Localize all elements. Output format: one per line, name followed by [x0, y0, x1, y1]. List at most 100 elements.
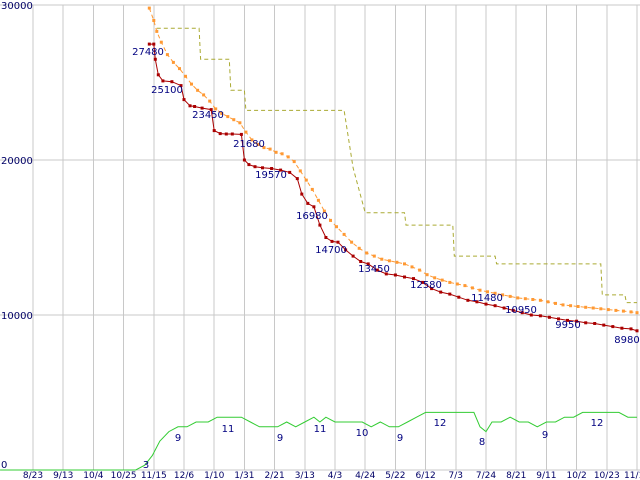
- average-price-marker: [584, 305, 588, 309]
- x-tick-label: 6/12: [415, 471, 435, 480]
- average-price-marker: [298, 169, 302, 173]
- lowest-price-marker: [312, 205, 316, 209]
- x-tick-label: 7/3: [449, 471, 463, 480]
- count-label: 9: [542, 430, 548, 441]
- price-label: 12580: [410, 280, 442, 291]
- lowest-price-marker: [336, 240, 340, 244]
- lowest-price-marker: [575, 319, 579, 323]
- lowest-price-marker: [384, 272, 388, 276]
- average-price-marker: [531, 298, 535, 301]
- lowest-price-marker: [439, 290, 443, 294]
- average-price-marker: [606, 308, 610, 312]
- x-tick-label: 4/24: [355, 471, 375, 480]
- lowest-price-marker: [351, 254, 355, 258]
- average-price-marker: [554, 301, 557, 305]
- price-label: 19570: [255, 170, 287, 181]
- series-lowest-price: [147, 42, 639, 333]
- average-price-marker: [629, 310, 633, 314]
- price-label: 13450: [358, 264, 390, 275]
- average-price-marker: [410, 265, 414, 269]
- lowest-price-marker: [324, 236, 328, 239]
- average-price-marker: [208, 99, 212, 103]
- count-label: 12: [434, 418, 447, 429]
- x-tick-label: 11/13: [624, 471, 640, 480]
- average-price-marker: [184, 74, 187, 78]
- average-price-marker: [365, 251, 369, 255]
- average-price-marker: [220, 112, 224, 115]
- lowest-price-marker: [247, 163, 251, 167]
- count-label: 11: [222, 424, 235, 435]
- lowest-price-marker: [279, 168, 283, 172]
- lowest-price-marker: [179, 84, 183, 88]
- lowest-price-marker: [547, 315, 551, 319]
- lowest-price-marker: [366, 262, 370, 266]
- average-price-marker: [614, 308, 618, 312]
- average-price-marker: [508, 294, 512, 298]
- count-label: 9: [277, 433, 283, 444]
- average-price-marker: [448, 280, 452, 284]
- average-price-marker: [599, 307, 603, 311]
- average-price-marker: [425, 273, 429, 277]
- lowest-price-marker: [520, 311, 524, 315]
- average-price-marker: [403, 262, 406, 266]
- average-price-marker: [523, 297, 527, 301]
- average-price-marker: [372, 254, 376, 258]
- average-price-marker: [478, 288, 482, 292]
- price-label: 9950: [555, 320, 580, 331]
- average-price-marker: [418, 268, 422, 272]
- lowest-price-marker: [295, 177, 299, 181]
- average-price-marker: [486, 290, 489, 294]
- lowest-price-marker: [511, 308, 515, 312]
- average-price-marker: [310, 187, 314, 191]
- average-price-marker: [387, 259, 391, 263]
- average-price-marker: [357, 246, 361, 250]
- average-price-marker: [147, 6, 151, 10]
- x-tick-label: 2/21: [264, 471, 284, 480]
- lowest-price-marker: [153, 57, 157, 61]
- lowest-price-marker: [412, 277, 415, 281]
- average-price-marker: [591, 306, 595, 310]
- lowest-price-marker: [629, 327, 633, 331]
- average-price-marker: [335, 225, 338, 229]
- lowest-price-marker: [359, 260, 363, 263]
- x-tick-label: 3/13: [295, 471, 315, 480]
- lowest-price-marker: [466, 298, 470, 302]
- lowest-price-marker: [318, 223, 322, 227]
- average-price-marker: [493, 291, 497, 295]
- lowest-price-marker: [502, 306, 506, 310]
- average-price-marker: [190, 82, 193, 86]
- average-price-marker: [238, 121, 242, 125]
- lowest-price-marker: [620, 326, 624, 330]
- average-price-marker: [501, 293, 505, 297]
- lowest-price-marker: [188, 104, 192, 108]
- y-tick-label: 30000: [1, 1, 33, 12]
- lowest-price-marker: [306, 201, 310, 205]
- lowest-price-marker: [230, 132, 234, 136]
- lowest-price-marker: [288, 170, 292, 174]
- x-tick-label: 11/15: [141, 471, 167, 480]
- series-average-price: [147, 6, 639, 315]
- price-label: 25100: [151, 85, 183, 96]
- x-tick-label: 4/3: [328, 471, 342, 480]
- price-label: 27480: [132, 47, 164, 58]
- average-price-marker: [159, 40, 163, 44]
- lowest-price-marker: [375, 268, 379, 272]
- count-label: 10: [356, 428, 369, 439]
- y-tick-label: 10000: [1, 311, 33, 322]
- y-tick-label: 0: [1, 460, 7, 471]
- lowest-price-marker: [484, 302, 488, 306]
- average-price-marker: [569, 304, 573, 308]
- average-price-marker: [171, 60, 175, 64]
- average-price-marker: [226, 115, 230, 119]
- x-tick-label: 10/2: [566, 471, 586, 480]
- average-price-marker: [250, 138, 254, 142]
- count-label: 3: [143, 460, 149, 471]
- average-price-marker: [395, 260, 399, 264]
- lowest-price-marker: [593, 322, 597, 325]
- price-label: 16980: [296, 211, 328, 222]
- lowest-price-marker: [300, 192, 304, 196]
- series-highest-price: [156, 27, 637, 304]
- x-tick-label: 10/23: [594, 471, 620, 480]
- lowest-price-marker: [193, 105, 197, 108]
